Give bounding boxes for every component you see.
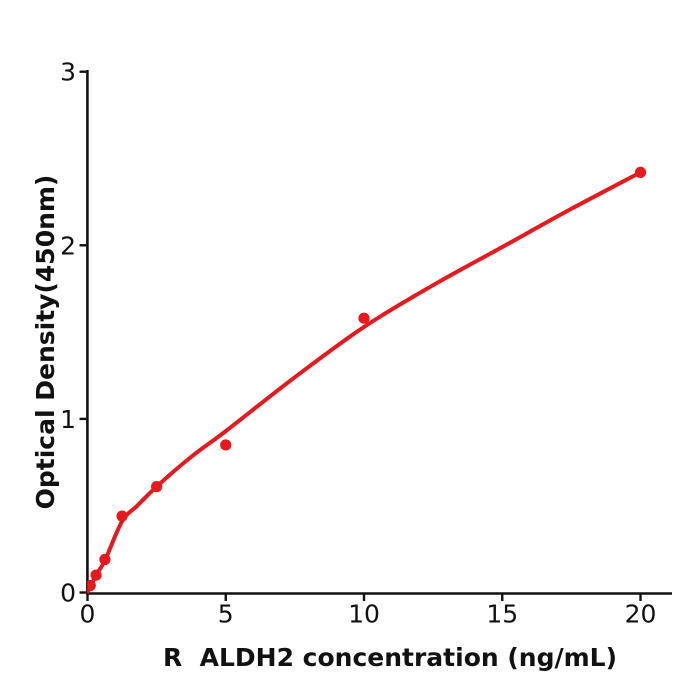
x-tick-label: 10 <box>348 599 380 628</box>
y-tick-label: 3 <box>60 58 76 87</box>
y-tick-label: 2 <box>60 231 76 260</box>
y-axis-label: Optical Density(450nm) <box>31 174 60 510</box>
x-axis-label: R ALDH2 concentration (ng/mL) <box>162 643 618 672</box>
y-tick-label: 1 <box>60 405 76 434</box>
data-point <box>87 579 96 592</box>
x-tick-label: 15 <box>486 599 518 628</box>
data-point <box>116 510 128 522</box>
data-point <box>220 439 232 451</box>
data-point <box>358 312 370 324</box>
y-tick-label: 0 <box>60 579 76 608</box>
data-point <box>90 569 102 581</box>
data-point <box>634 166 647 178</box>
x-tick-label: 0 <box>80 599 96 628</box>
data-point <box>99 553 111 566</box>
data-point <box>151 481 163 493</box>
x-tick-label: 5 <box>218 599 234 628</box>
x-tick-label: 20 <box>625 599 657 628</box>
fit-curve <box>87 170 643 594</box>
